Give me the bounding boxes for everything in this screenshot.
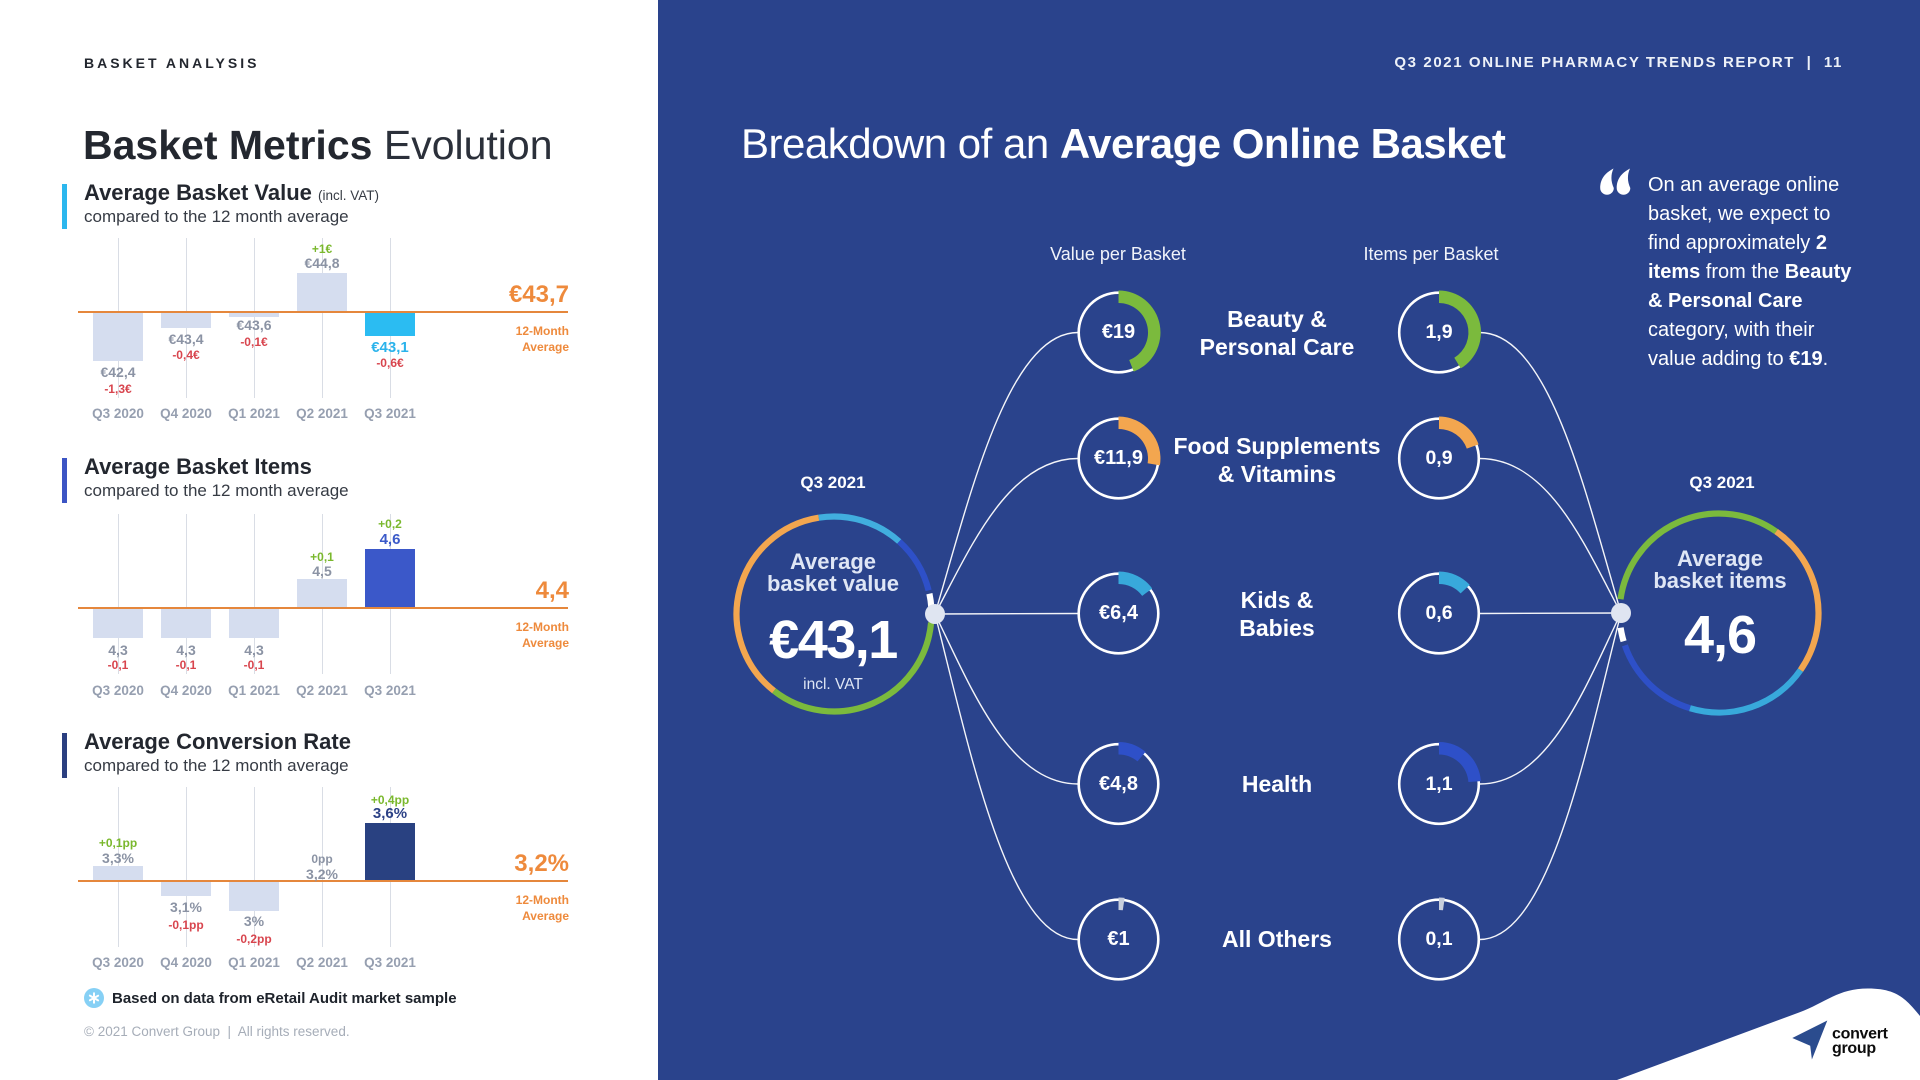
svg-text:convert: convert (1832, 1026, 1889, 1043)
svg-text:group: group (1832, 1040, 1876, 1057)
